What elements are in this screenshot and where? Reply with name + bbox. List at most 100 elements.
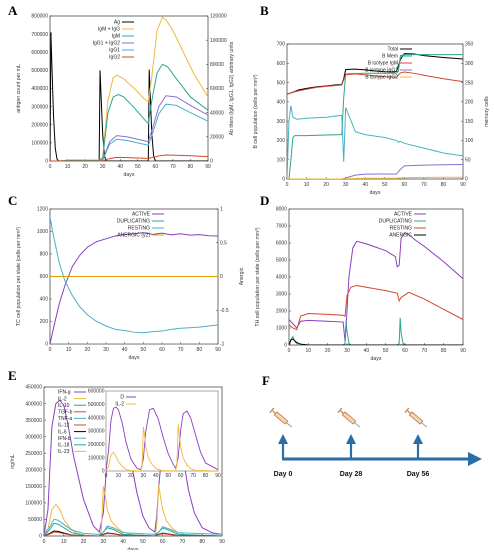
y-right-tick-label: 250 [465, 80, 474, 86]
y-tick-label: 500000 [31, 68, 48, 74]
inset-x-tick-label: 10 [116, 473, 122, 479]
timeline-dose-arrowhead [413, 434, 423, 444]
y-tick-label: 0 [39, 534, 42, 540]
series-line-igg1 [50, 103, 208, 161]
y-tick-label: 250000 [25, 451, 42, 457]
x-tick-label: 60 [402, 182, 408, 188]
x-axis-label: days [370, 190, 381, 196]
syringe-barrel [408, 411, 424, 425]
x-axis-label: days [129, 355, 140, 361]
x-tick-label: 10 [61, 539, 67, 545]
y-tick-label: 6000 [276, 241, 287, 247]
y-tick-label: 200000 [25, 467, 42, 473]
y-right-tick-label: 100 [465, 138, 474, 144]
x-tick-label: 20 [325, 348, 331, 354]
series-line-b-isotype-igg2 [287, 176, 463, 179]
y-tick-label: 150000 [25, 484, 42, 490]
y-tick-label: 300000 [31, 104, 48, 110]
x-tick-label: 20 [81, 539, 87, 545]
y-right-tick-label: 20000 [210, 135, 224, 141]
series-line-igg2 [50, 154, 208, 161]
y-tick-label: 4000 [276, 275, 287, 281]
inset-x-tick-label: 50 [165, 473, 171, 479]
y-tick-label: 8000 [276, 207, 287, 213]
inset-series-line-d [106, 406, 218, 471]
y-tick-label: 700 [277, 42, 286, 48]
series-line-unnamed-5 [287, 105, 463, 179]
y-right-axis-label: Ab titers (IgM, IgG1, IgG2) arbitrary un… [229, 41, 235, 135]
y-tick-label: 0 [282, 177, 285, 183]
x-tick-label: 50 [140, 539, 146, 545]
inset-y-tick-label: 600000 [88, 389, 105, 395]
x-tick-label: 0 [49, 347, 52, 353]
x-tick-label: 60 [159, 347, 165, 353]
plot-frame [286, 43, 464, 180]
timeline-day-label: Day 0 [274, 471, 293, 478]
x-tick-label: 40 [362, 182, 368, 188]
timeline-day-label: Day 56 [407, 471, 430, 478]
series-line-active [289, 232, 463, 342]
x-tick-label: 70 [178, 347, 184, 353]
y-right-tick-label: 50 [465, 157, 471, 163]
legend-label: IL-18 [58, 443, 70, 449]
legend-label: IL-2 [58, 396, 67, 402]
y-axis-label: TH cell population per state (cells per … [255, 227, 261, 326]
timeline-panel-f: Day 0 Day 28 Day 56 [269, 407, 482, 478]
x-tick-label: 60 [402, 348, 408, 354]
chart-panel-c: 0 10 20 30 40 50 60 70 80 90020040060080010001200… [16, 207, 245, 361]
legend-label: IL-6 [58, 429, 67, 435]
panel-letter-a: A [8, 3, 18, 18]
y-tick-label: 400 [277, 100, 286, 106]
y-tick-label: 1000 [37, 229, 48, 235]
y-tick-label: 300000 [25, 434, 42, 440]
x-tick-label: 30 [100, 164, 106, 170]
y-tick-label: 100000 [25, 501, 42, 507]
syringe-plunger [272, 410, 277, 414]
y-tick-label: 400000 [31, 86, 48, 92]
y-tick-label: 600000 [31, 50, 48, 56]
legend-label: DUPLICATING [379, 219, 412, 225]
syringe-icon [269, 407, 293, 428]
x-tick-label: 10 [66, 347, 72, 353]
x-tick-label: 30 [103, 347, 109, 353]
y-right-tick-label: 1 [220, 207, 223, 213]
x-tick-label: 0 [288, 348, 291, 354]
legend-label: DUPLICATING [117, 219, 150, 225]
y-right-tick-label: 150 [465, 119, 474, 125]
series-line-resting [50, 216, 218, 334]
y-tick-label: 200 [40, 319, 49, 325]
x-tick-label: 80 [197, 347, 203, 353]
legend-label: ACTIVE [394, 212, 413, 218]
y-right-tick-label: 0 [220, 274, 223, 280]
y-tick-label: 400000 [25, 401, 42, 407]
y-tick-label: 800000 [31, 14, 48, 20]
panel-letter-c: C [8, 193, 17, 208]
y-tick-label: 0 [284, 343, 287, 349]
x-tick-label: 20 [85, 347, 91, 353]
x-tick-label: 0 [286, 182, 289, 188]
chart-panel-b: 0 10 20 30 40 50 60 70 80 90010020030040050060070… [253, 42, 490, 196]
y-tick-label: 500 [277, 80, 286, 86]
legend-label: IgG1 + IgG2 [93, 41, 121, 47]
inset-x-tick-label: 40 [153, 473, 159, 479]
series-line-igm [50, 63, 208, 161]
legend-label: IFN-b [58, 436, 71, 442]
inset-y-tick-label: 500000 [88, 402, 105, 408]
legend-label: RESTING [128, 226, 150, 232]
y-right-tick-label: 100000 [210, 38, 227, 44]
chart-panel-e: 0 10 20 30 40 50 60 70 80 90050000100000150000200… [10, 385, 225, 553]
y-tick-label: 600 [40, 274, 49, 280]
series-line-total [287, 53, 463, 95]
legend-label: IgM [112, 34, 120, 40]
syringe-handle [269, 407, 275, 414]
inset-x-tick-label: 20 [128, 473, 134, 479]
x-tick-label: 90 [215, 347, 221, 353]
y-axis-label: antigen count per mL [16, 64, 22, 113]
y-tick-label: 7000 [276, 224, 287, 230]
y-tick-label: 50000 [28, 517, 42, 523]
timeline-arrowhead [468, 452, 482, 466]
legend-label: IgG2 [109, 55, 120, 61]
y-right-tick-label: 0 [210, 159, 213, 165]
chart-panel-d: 0 10 20 30 40 50 60 70 80 90 0 1000 2000 3000 4000 5000… [255, 207, 466, 362]
x-tick-label: 40 [117, 164, 123, 170]
